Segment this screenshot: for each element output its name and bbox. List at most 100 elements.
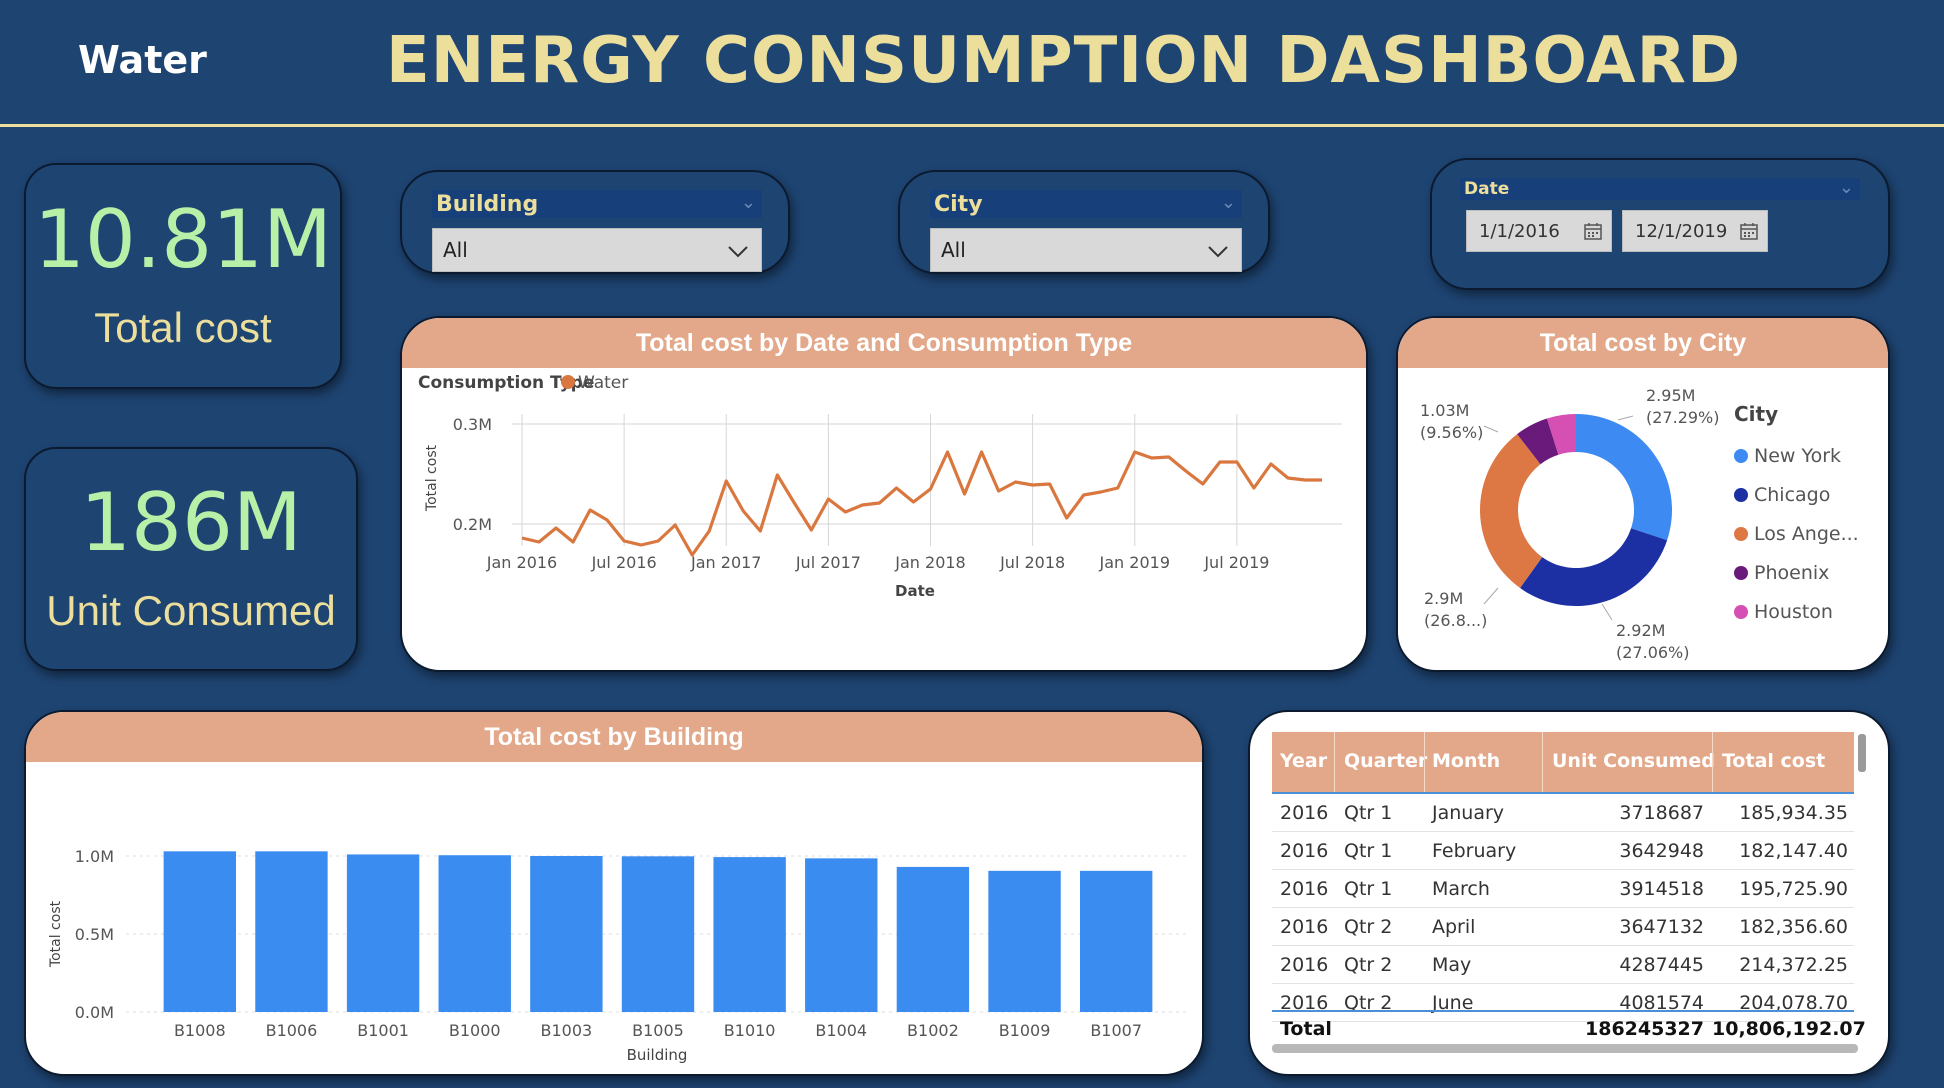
line-point[interactable] xyxy=(1167,455,1171,459)
line-point[interactable] xyxy=(1320,478,1324,482)
calendar-icon[interactable] xyxy=(1583,221,1603,241)
unit-consumed-value: 186M xyxy=(80,476,302,569)
bar-B1004[interactable] xyxy=(805,858,878,1012)
bar-B1001[interactable] xyxy=(346,854,420,1012)
line-point[interactable] xyxy=(1082,493,1086,497)
line-point[interactable] xyxy=(1065,516,1069,520)
chevron-down-icon[interactable]: ⌄ xyxy=(740,192,756,213)
donut-slice[interactable] xyxy=(1520,528,1668,606)
col-total-cost[interactable]: Total cost xyxy=(1722,750,1826,772)
line-point[interactable] xyxy=(1252,486,1256,490)
bar-B1009[interactable] xyxy=(988,870,1061,1012)
table-row[interactable]: 2016 Qtr 2 April 3647132 182,356.60 xyxy=(1272,908,1854,946)
line-point[interactable] xyxy=(656,539,660,543)
bar-B1003[interactable] xyxy=(530,856,603,1012)
chevron-down-icon xyxy=(1208,246,1228,258)
line-point[interactable] xyxy=(724,479,728,483)
city-legend-item[interactable]: Phoenix xyxy=(1734,553,1859,592)
line-point[interactable] xyxy=(1116,486,1120,490)
city-slicer-header: City ⌄ xyxy=(930,190,1242,218)
line-point[interactable] xyxy=(877,501,881,505)
donut-slice[interactable] xyxy=(1576,414,1672,541)
line-point[interactable] xyxy=(826,497,830,501)
line-point[interactable] xyxy=(1099,490,1103,494)
line-point[interactable] xyxy=(860,503,864,507)
line-point[interactable] xyxy=(571,540,575,544)
line-point[interactable] xyxy=(605,518,609,522)
line-point[interactable] xyxy=(1201,482,1205,486)
donut-slice[interactable] xyxy=(1480,434,1543,589)
line-point[interactable] xyxy=(911,500,915,504)
city-dropdown[interactable]: All xyxy=(930,228,1242,272)
building-dropdown[interactable]: All xyxy=(432,228,762,272)
line-point[interactable] xyxy=(741,509,745,513)
end-date-input[interactable]: 12/1/2019 xyxy=(1622,210,1768,252)
city-legend-item[interactable]: Los Ange... xyxy=(1734,514,1859,553)
bar-B1002[interactable] xyxy=(896,866,970,1012)
line-point[interactable] xyxy=(1269,462,1273,466)
line-point[interactable] xyxy=(980,450,984,454)
line-point[interactable] xyxy=(1048,482,1052,486)
chevron-down-icon[interactable]: ⌄ xyxy=(1838,177,1854,198)
start-date-input[interactable]: 1/1/2016 xyxy=(1466,210,1612,252)
line-point[interactable] xyxy=(1184,469,1188,473)
line-point[interactable] xyxy=(1150,456,1154,460)
line-point[interactable] xyxy=(894,486,898,490)
table-row[interactable]: 2016 Qtr 1 January 3718687 185,934.35 xyxy=(1272,794,1854,832)
table-row[interactable]: 2016 Qtr 2 May 4287445 214,372.25 xyxy=(1272,946,1854,984)
city-legend-item[interactable]: Chicago xyxy=(1734,475,1859,514)
col-month[interactable]: Month xyxy=(1432,750,1501,772)
line-point[interactable] xyxy=(843,510,847,514)
x-tick-label: B1007 xyxy=(1090,1021,1142,1040)
city-legend-item[interactable]: New York xyxy=(1734,436,1859,475)
col-quarter[interactable]: Quarter xyxy=(1344,750,1428,772)
line-point[interactable] xyxy=(554,526,558,530)
line-point[interactable] xyxy=(946,450,950,454)
line-point[interactable] xyxy=(673,523,677,527)
line-point[interactable] xyxy=(1133,450,1137,454)
bar-B1006[interactable] xyxy=(255,851,328,1012)
line-point[interactable] xyxy=(707,529,711,533)
series-line-water[interactable] xyxy=(521,450,1322,557)
bar-B1005[interactable] xyxy=(621,856,695,1012)
bar-B1000[interactable] xyxy=(438,855,511,1012)
line-point[interactable] xyxy=(1218,460,1222,464)
slice-value-label: 2.95M xyxy=(1646,386,1695,405)
table-cell: 3647132 xyxy=(1619,916,1704,938)
line-point[interactable] xyxy=(639,543,643,547)
donut-slice[interactable] xyxy=(1517,418,1559,465)
line-point[interactable] xyxy=(809,528,813,532)
line-point[interactable] xyxy=(929,487,933,491)
line-point[interactable] xyxy=(775,473,779,477)
x-tick-label: B1009 xyxy=(999,1021,1051,1040)
line-legend-item[interactable]: Water xyxy=(578,373,628,393)
col-year[interactable]: Year xyxy=(1280,750,1328,772)
city-legend-item[interactable]: Houston xyxy=(1734,592,1859,631)
chevron-down-icon[interactable]: ⌄ xyxy=(1220,192,1236,213)
table-row[interactable]: 2016 Qtr 2 June 4081574 204,078.70 xyxy=(1272,984,1854,1022)
line-point[interactable] xyxy=(963,492,967,496)
line-point[interactable] xyxy=(537,540,541,544)
table-row[interactable]: 2016 Qtr 1 March 3914518 195,725.90 xyxy=(1272,870,1854,908)
line-point[interactable] xyxy=(622,539,626,543)
line-point[interactable] xyxy=(1031,483,1035,487)
line-point[interactable] xyxy=(520,536,524,540)
line-point[interactable] xyxy=(588,508,592,512)
line-point[interactable] xyxy=(1286,476,1290,480)
line-point[interactable] xyxy=(758,529,762,533)
line-point[interactable] xyxy=(1235,460,1239,464)
table-vertical-scrollbar[interactable] xyxy=(1858,734,1866,772)
table-horizontal-scrollbar[interactable] xyxy=(1272,1044,1858,1053)
donut-slice[interactable] xyxy=(1546,414,1576,455)
line-point[interactable] xyxy=(1303,478,1307,482)
line-point[interactable] xyxy=(792,501,796,505)
line-point[interactable] xyxy=(997,489,1001,493)
col-unit-consumed[interactable]: Unit Consumed xyxy=(1552,750,1715,772)
bar-B1007[interactable] xyxy=(1079,870,1153,1012)
calendar-icon[interactable] xyxy=(1739,221,1759,241)
bar-B1010[interactable] xyxy=(713,857,786,1012)
line-point[interactable] xyxy=(690,553,694,557)
table-row[interactable]: 2016 Qtr 1 February 3642948 182,147.40 xyxy=(1272,832,1854,870)
bar-B1008[interactable] xyxy=(163,851,237,1012)
line-point[interactable] xyxy=(1014,480,1018,484)
